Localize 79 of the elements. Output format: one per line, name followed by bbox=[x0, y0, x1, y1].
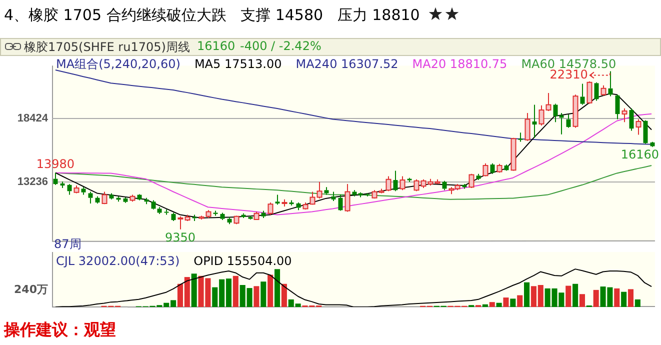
text: 16160 bbox=[197, 39, 236, 53]
text: -400 / -2.42% bbox=[240, 39, 322, 53]
candlestick bbox=[109, 192, 114, 200]
candlestick bbox=[137, 194, 142, 201]
candlestick bbox=[164, 209, 169, 216]
series-label: CJL 32002.00(47:53) bbox=[56, 254, 180, 268]
candlestick bbox=[490, 162, 495, 174]
candlestick bbox=[296, 202, 301, 211]
candlestick bbox=[608, 70, 613, 97]
candlestick bbox=[227, 216, 232, 225]
candlestick bbox=[88, 191, 93, 204]
bar bbox=[517, 295, 523, 307]
bar bbox=[510, 298, 516, 307]
text: 操作建议：观望 bbox=[4, 320, 116, 341]
bar bbox=[232, 276, 238, 307]
candlestick bbox=[220, 212, 225, 221]
candlestick bbox=[518, 132, 523, 142]
chart-subtitle: 橡胶1705(SHFE ru1705)周线 bbox=[24, 39, 190, 56]
bar bbox=[524, 282, 530, 307]
bar bbox=[579, 294, 585, 307]
candlestick bbox=[338, 194, 343, 210]
candlestick bbox=[504, 164, 509, 170]
candlestick bbox=[615, 94, 620, 120]
candlestick bbox=[95, 196, 100, 204]
bar bbox=[614, 288, 620, 307]
candlestick bbox=[144, 197, 149, 205]
candlestick bbox=[643, 120, 648, 144]
candlestick bbox=[53, 172, 58, 186]
candlestick bbox=[393, 170, 398, 192]
candlestick bbox=[629, 108, 634, 132]
candlestick bbox=[580, 83, 585, 106]
bar bbox=[628, 289, 634, 307]
text: MA240 16307.52 bbox=[296, 57, 398, 71]
bar bbox=[503, 298, 509, 307]
bar bbox=[254, 286, 260, 307]
candlestick bbox=[442, 180, 447, 191]
bar bbox=[566, 286, 572, 307]
bar bbox=[274, 269, 280, 307]
bar bbox=[260, 282, 266, 307]
candlestick bbox=[116, 196, 121, 202]
bar bbox=[281, 284, 287, 307]
candlestick bbox=[157, 206, 162, 214]
text: 240万 bbox=[13, 282, 48, 297]
text: MA20 18810.75 bbox=[412, 57, 508, 71]
bar bbox=[482, 304, 488, 307]
candlestick bbox=[60, 181, 65, 188]
candlestick bbox=[289, 200, 294, 206]
candlestick bbox=[650, 142, 655, 146]
candlestick bbox=[171, 212, 176, 222]
candlestick bbox=[67, 184, 72, 196]
bar bbox=[191, 274, 197, 307]
candlestick bbox=[324, 186, 329, 196]
text: MA5 17513.00 bbox=[194, 57, 282, 71]
bar bbox=[634, 299, 640, 307]
candlestick bbox=[532, 104, 537, 138]
annotation: 9350 bbox=[164, 230, 196, 244]
candlestick bbox=[407, 177, 412, 182]
candlestick bbox=[192, 214, 197, 222]
candlestick bbox=[331, 191, 336, 202]
bar bbox=[268, 274, 274, 307]
legend-title: MA组合(5,240,20,60) bbox=[56, 57, 180, 71]
y-tick-label: 18424 bbox=[17, 112, 49, 125]
candlestick bbox=[275, 194, 280, 206]
candlestick bbox=[241, 212, 246, 218]
candlestick bbox=[213, 210, 218, 216]
bar bbox=[496, 302, 502, 307]
candlestick bbox=[123, 196, 128, 204]
chart-title: 4、橡胶 1705 合约继续破位大跌 支撑 14580 压力 18810 bbox=[4, 6, 421, 25]
bar bbox=[593, 290, 599, 307]
y-tick-label: 13236 bbox=[17, 176, 48, 188]
bar bbox=[489, 302, 495, 307]
annotation: 16160 bbox=[620, 147, 660, 162]
bar bbox=[572, 284, 578, 307]
series-label: OPID 155504.00 bbox=[194, 254, 292, 268]
annotation: 87周 bbox=[54, 236, 82, 253]
candlestick bbox=[462, 184, 467, 190]
annotation: 13980 bbox=[36, 156, 75, 171]
candlestick bbox=[81, 186, 86, 196]
bar bbox=[621, 292, 627, 307]
